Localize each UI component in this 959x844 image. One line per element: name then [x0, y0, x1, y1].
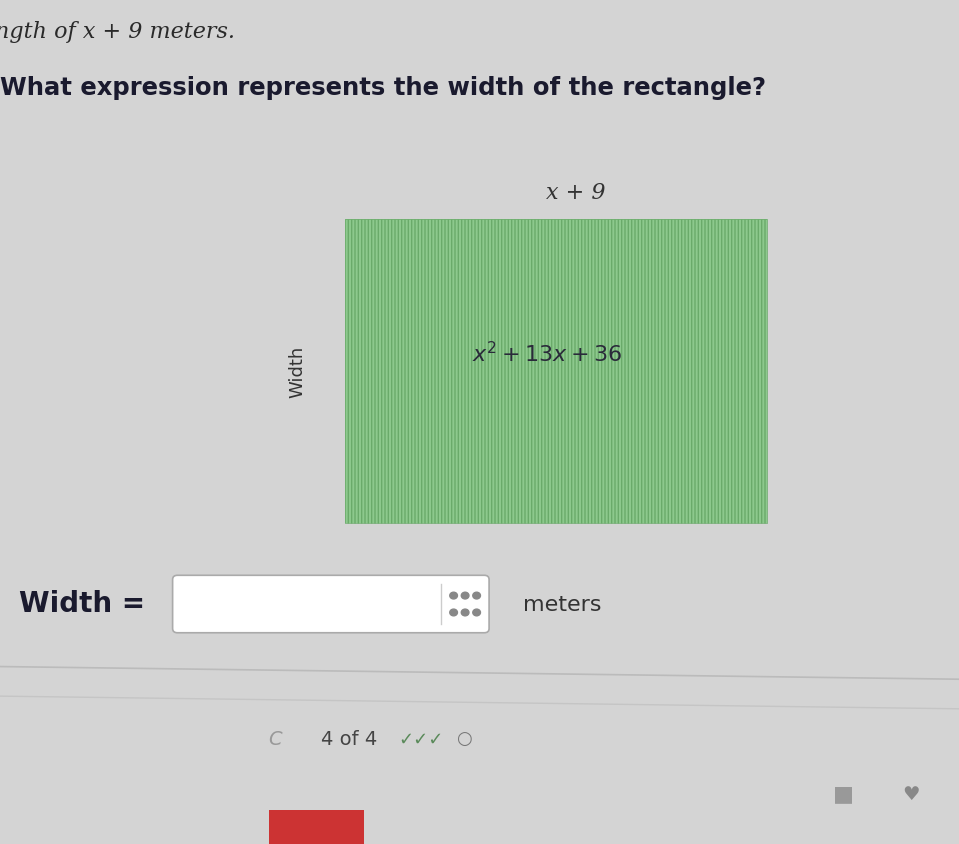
Text: 4 of 4: 4 of 4 — [321, 729, 378, 748]
Circle shape — [473, 609, 480, 616]
FancyBboxPatch shape — [173, 576, 489, 633]
Text: C: C — [269, 729, 282, 748]
Bar — [269, 810, 364, 844]
Text: Width =: Width = — [19, 589, 146, 618]
Circle shape — [450, 609, 457, 616]
Circle shape — [461, 609, 469, 616]
Text: x + 9: x + 9 — [546, 182, 605, 204]
Text: ■: ■ — [833, 783, 854, 803]
Text: $x^2 + 13x + 36$: $x^2 + 13x + 36$ — [472, 342, 621, 367]
Text: ngth of x + 9 meters.: ngth of x + 9 meters. — [0, 21, 235, 43]
Bar — [345, 219, 767, 523]
Text: ○: ○ — [456, 729, 471, 748]
Circle shape — [461, 592, 469, 599]
Text: Width: Width — [289, 345, 306, 398]
Bar — [345, 219, 767, 523]
Text: ♥: ♥ — [902, 784, 920, 803]
Text: meters: meters — [523, 594, 601, 614]
Text: What expression represents the width of the rectangle?: What expression represents the width of … — [0, 76, 766, 100]
Circle shape — [450, 592, 457, 599]
Text: ✓✓✓: ✓✓✓ — [398, 729, 443, 748]
Circle shape — [473, 592, 480, 599]
